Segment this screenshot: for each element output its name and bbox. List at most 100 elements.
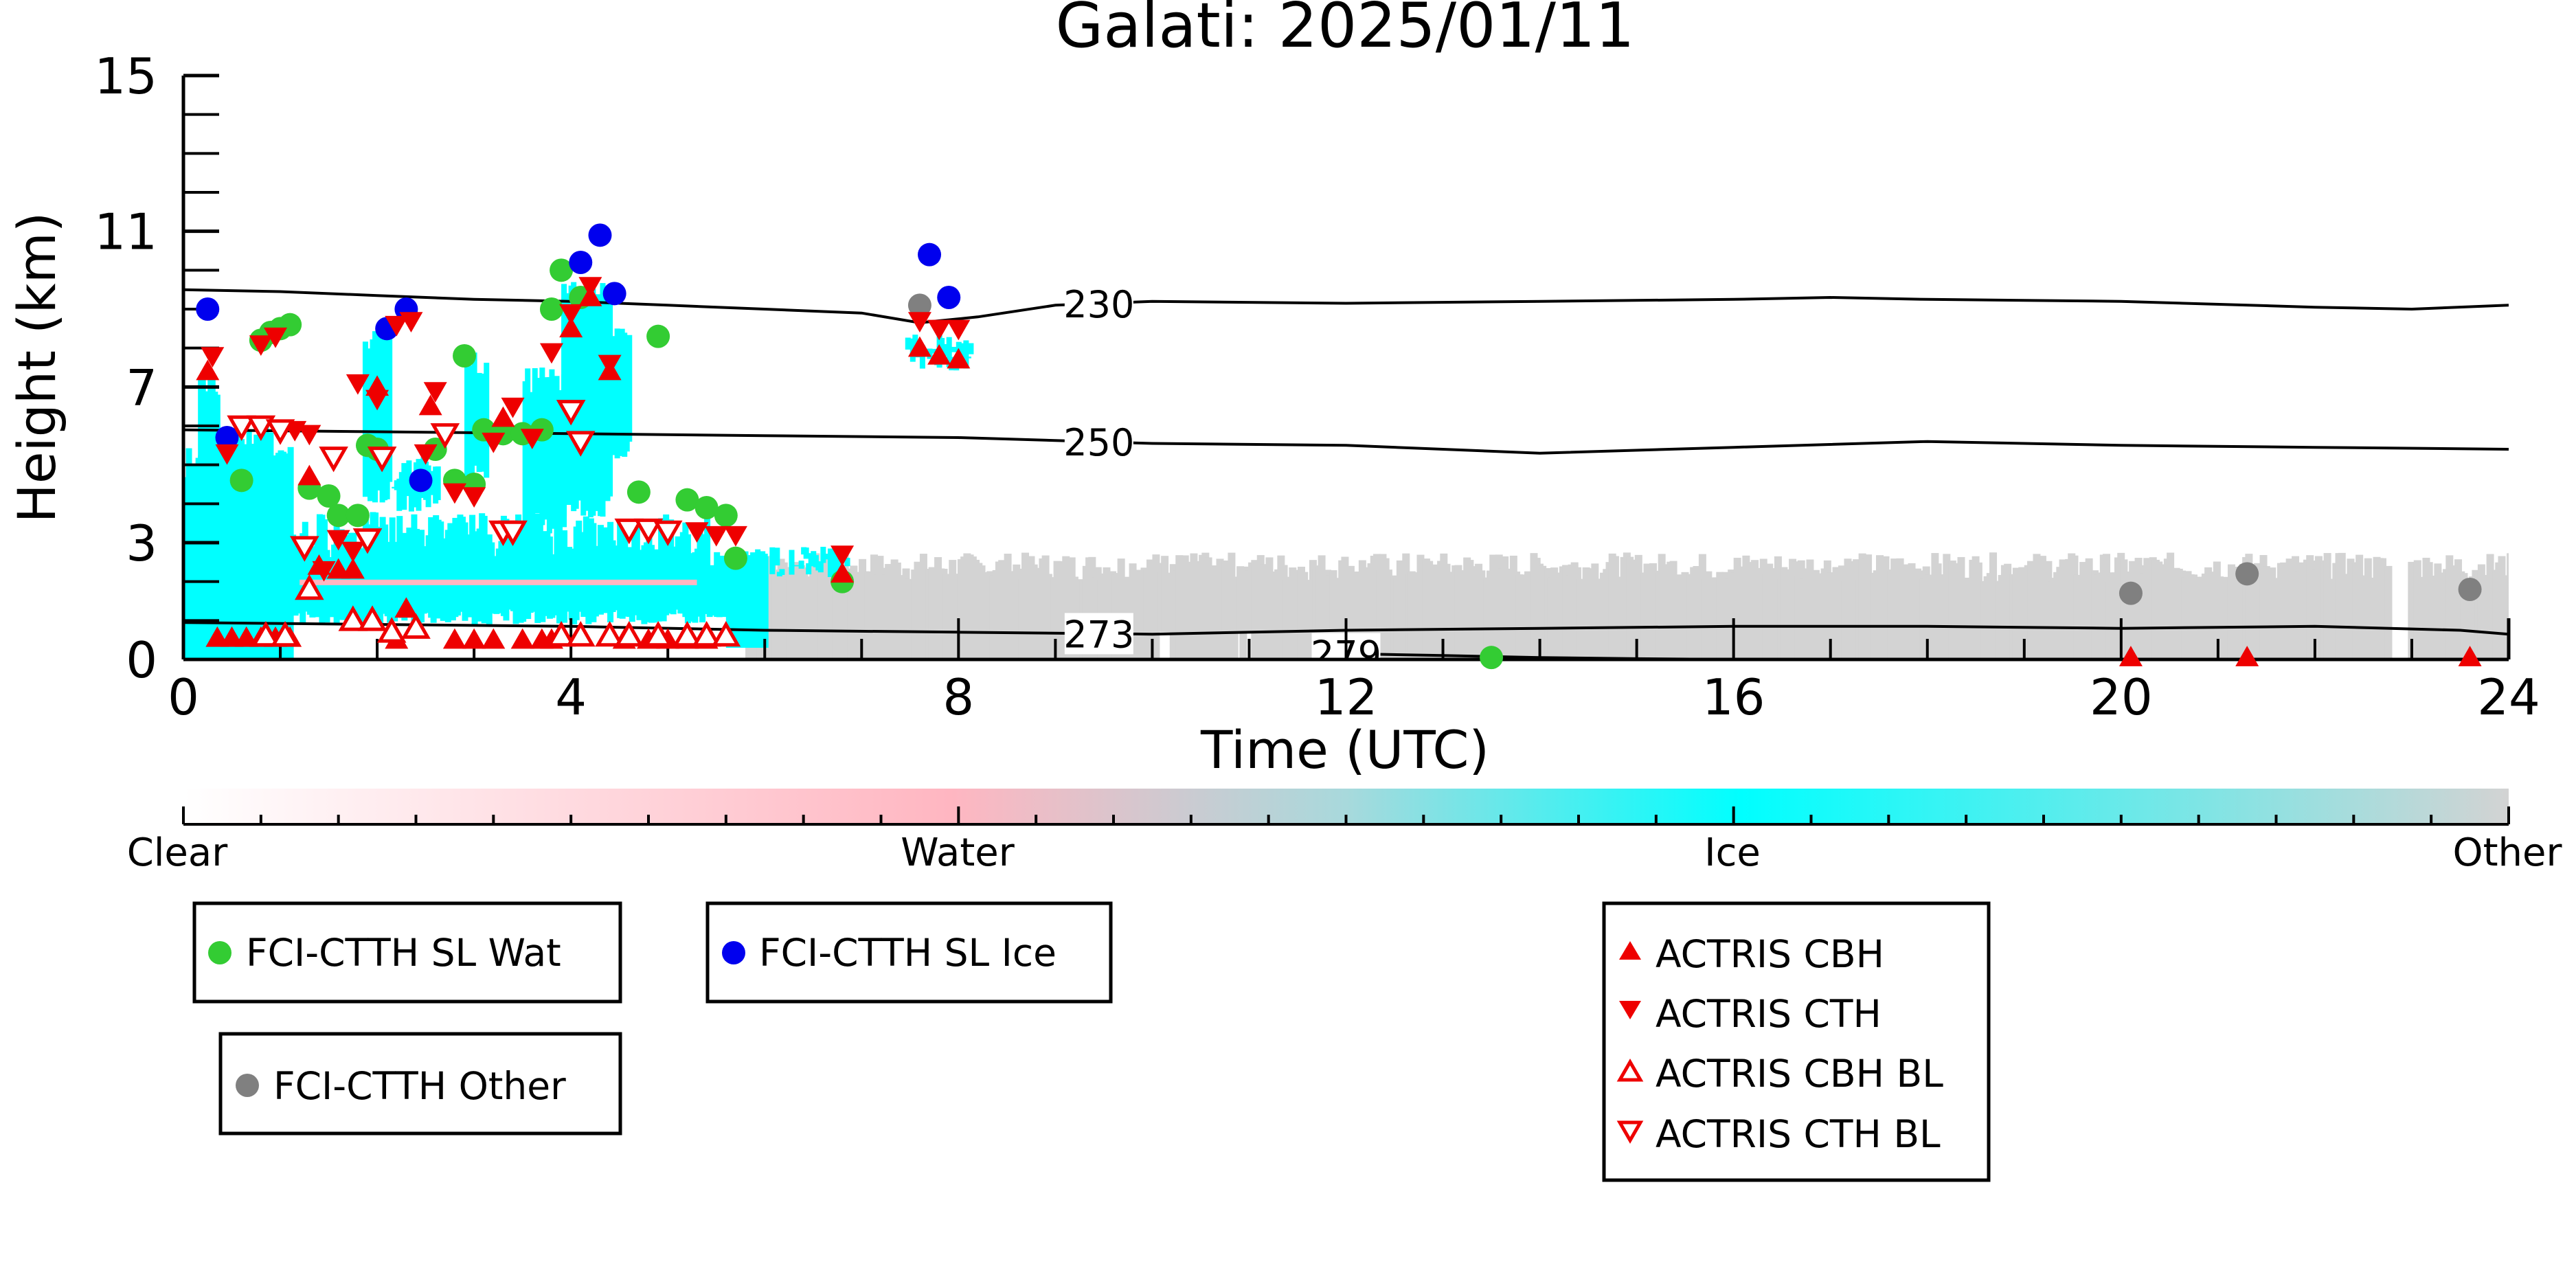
- marker-fci-ctth-sl-ice: [937, 286, 961, 309]
- legend-box-sl-ice: FCI-CTTH SL Ice: [705, 901, 1113, 1004]
- marker-actris-cbh-bl: [595, 620, 624, 647]
- legend-marker-circle-green: [208, 941, 231, 964]
- marker-fci-ctth-sl-wat: [646, 324, 670, 348]
- marker-actris-cbh: [510, 628, 534, 649]
- ice-class-column: [965, 357, 971, 359]
- ice-class-column: [813, 555, 819, 567]
- marker-actris-cth: [704, 526, 728, 547]
- x-tick-label: 20: [2090, 668, 2153, 726]
- other-class-column: [2384, 565, 2393, 659]
- ice-class-column: [951, 346, 957, 352]
- marker-actris-cbh: [482, 628, 506, 649]
- ice-class-column: [827, 548, 833, 578]
- marker-fci-ctth-other: [2235, 562, 2259, 586]
- marker-fci-ctth-other: [907, 293, 931, 317]
- marker-actris-cth-bl: [556, 400, 586, 426]
- x-tick-label: 4: [555, 668, 587, 726]
- marker-actris-cth-bl: [289, 536, 319, 562]
- marker-fci-ctth-sl-wat: [1480, 646, 1504, 670]
- x-ticks: 0 4 8 12 16 20 24: [168, 618, 2540, 726]
- marker-actris-cbh: [462, 628, 486, 649]
- y-tick-label: 11: [94, 203, 157, 261]
- marker-actris-cth-bl: [319, 447, 348, 473]
- marker-actris-cth: [365, 389, 389, 411]
- water-class-band: [300, 579, 697, 585]
- marker-actris-cth-bl: [565, 431, 596, 457]
- marker-actris-cth: [423, 382, 447, 403]
- legend-label: FCI-CTTH Other: [273, 1064, 566, 1108]
- marker-fci-ctth-other: [2119, 581, 2143, 605]
- marker-actris-cbh-bl: [565, 620, 596, 647]
- marker-actris-cth: [414, 444, 438, 465]
- marker-fci-ctth-sl-wat: [453, 344, 477, 368]
- marker-actris-cbh-bl: [376, 617, 407, 643]
- ice-class-column: [396, 478, 403, 511]
- legend-label: ACTRIS CTH BL: [1656, 1112, 1941, 1156]
- ice-class-column: [798, 561, 804, 569]
- ice-class-column: [268, 432, 274, 556]
- marker-fci-ctth-sl-wat: [539, 297, 563, 321]
- marker-actris-cbh: [2235, 646, 2259, 666]
- marker-actris-cth: [215, 444, 239, 465]
- ice-class-column: [803, 547, 809, 559]
- marker-actris-cth: [559, 304, 583, 325]
- ice-class-column: [779, 569, 785, 575]
- marker-actris-cth-bl: [430, 423, 460, 449]
- marker-actris-cbh-bl: [643, 620, 673, 647]
- legend-box-other: FCI-CTTH Other: [218, 1032, 622, 1136]
- ice-class-column: [755, 549, 761, 563]
- y-axis-label: Height (km): [6, 212, 67, 523]
- x-tick-label: 24: [2477, 668, 2540, 726]
- marker-actris-cth: [385, 315, 409, 337]
- legend-label: ACTRIS CBH: [1656, 932, 1884, 976]
- marker-actris-cth: [442, 483, 466, 504]
- ice-class-column: [747, 555, 754, 569]
- marker-actris-cbh: [297, 464, 321, 486]
- colorbar-ticks: [182, 806, 2510, 824]
- cloud-classification-field: [183, 282, 2509, 659]
- ice-class-column: [723, 562, 730, 576]
- marker-actris-cth-bl: [367, 447, 397, 473]
- isotherm-label: 273: [1063, 613, 1134, 656]
- marker-actris-cbh: [831, 562, 855, 583]
- marker-actris-cth: [723, 526, 747, 547]
- legend-marker-circle-gray: [236, 1074, 259, 1097]
- marker-actris-cth: [927, 319, 951, 341]
- isotherm-273-line: [183, 621, 2509, 636]
- marker-actris-cth-bl: [498, 520, 528, 547]
- isotherm-label: 250: [1063, 421, 1134, 464]
- marker-fci-ctth-sl-ice: [569, 251, 593, 274]
- marker-actris-cth: [462, 487, 486, 508]
- ice-class-column: [968, 343, 974, 354]
- x-tick-label: 16: [1702, 668, 1765, 726]
- marker-actris-cbh: [418, 394, 442, 416]
- marker-actris-cbh: [2119, 646, 2143, 666]
- marker-actris-cth: [907, 312, 931, 332]
- ice-class-column: [626, 335, 633, 442]
- marker-actris-cth-bl: [653, 520, 683, 547]
- colorbar: Clear Water Ice Other: [127, 789, 2562, 875]
- ice-class-column: [789, 550, 795, 575]
- marker-fci-ctth-sl-wat: [626, 480, 651, 504]
- ice-class-column: [806, 563, 812, 575]
- marker-fci-ctth-sl-ice: [409, 468, 433, 493]
- marker-actris-cbh: [341, 558, 365, 579]
- marker-actris-cth: [685, 522, 709, 543]
- legends: FCI-CTTH SL Wat FCI-CTTH SL Ice FCI-CTTH…: [192, 901, 1991, 1182]
- marker-actris-cth: [482, 432, 506, 453]
- x-tick-label: 8: [942, 668, 974, 726]
- ice-class-column: [721, 556, 727, 564]
- legend-marker-triangle-up: [1619, 941, 1641, 960]
- axes: 0 3 7 11 15 0 4 8 12 16 20 24: [94, 47, 2540, 726]
- marker-actris-cth-bl: [265, 419, 295, 445]
- x-tick-label: 12: [1315, 668, 1378, 726]
- marker-actris-cbh-bl: [692, 620, 721, 647]
- y-ticks: 0 3 7 11 15: [94, 47, 219, 689]
- chart-title: Galati: 2025/01/11: [1055, 0, 1634, 62]
- marker-actris-cth: [201, 347, 225, 368]
- ice-class-column: [822, 554, 828, 560]
- ice-class-column: [704, 515, 711, 614]
- ice-class-column: [941, 343, 947, 357]
- marker-actris-cbh-bl: [357, 605, 387, 631]
- y-tick-label: 3: [126, 515, 157, 572]
